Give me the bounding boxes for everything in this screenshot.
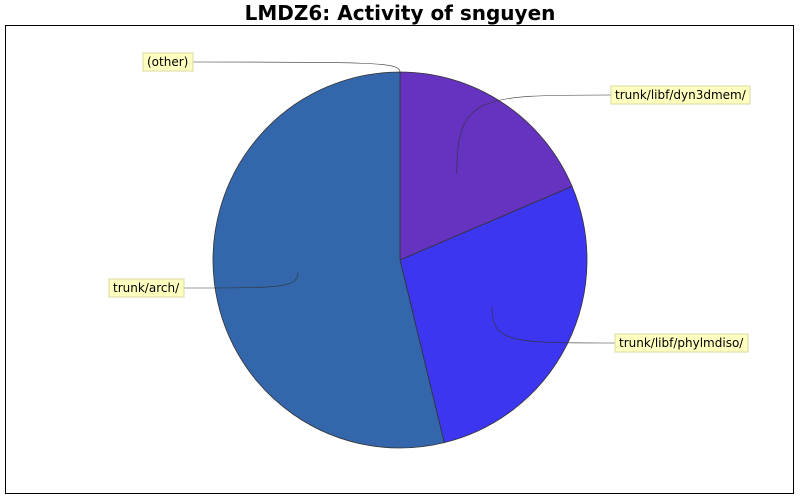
pie-label-text: (other) bbox=[147, 55, 188, 69]
pie-label-trunk-libf-dyn3dmem: trunk/libf/dyn3dmem/ bbox=[456, 85, 751, 174]
pie-label-box bbox=[610, 85, 751, 105]
pie-leader-line bbox=[183, 272, 299, 289]
pie-leader-line bbox=[456, 94, 612, 174]
pie-slice-trunk-libf-phylmdiso bbox=[399, 185, 588, 444]
pie-label-box bbox=[614, 333, 749, 353]
pie-label-box bbox=[142, 52, 194, 72]
pie-slices bbox=[212, 71, 588, 449]
pie-label-text: trunk/arch/ bbox=[113, 281, 180, 295]
chart-title: LMDZ6: Activity of snguyen bbox=[244, 1, 556, 25]
pie-leader-line bbox=[491, 306, 616, 344]
plot-frame bbox=[5, 25, 794, 494]
pie-leader-line bbox=[192, 61, 401, 73]
pie-label-text: trunk/libf/phylmdiso/ bbox=[619, 336, 744, 350]
pie-label-trunk-arch: trunk/arch/ bbox=[108, 272, 299, 298]
pie-label-other: (other) bbox=[142, 52, 401, 73]
pie-label-text: trunk/libf/dyn3dmem/ bbox=[615, 88, 747, 102]
pie-label-trunk-libf-phylmdiso: trunk/libf/phylmdiso/ bbox=[491, 306, 749, 353]
pie-labels: trunk/libf/dyn3dmem/trunk/libf/phylmdiso… bbox=[108, 52, 751, 353]
pie-slice-trunk-arch bbox=[212, 71, 445, 449]
pie-slice-trunk-libf-dyn3dmem bbox=[399, 71, 573, 261]
pie-label-box bbox=[108, 278, 185, 298]
